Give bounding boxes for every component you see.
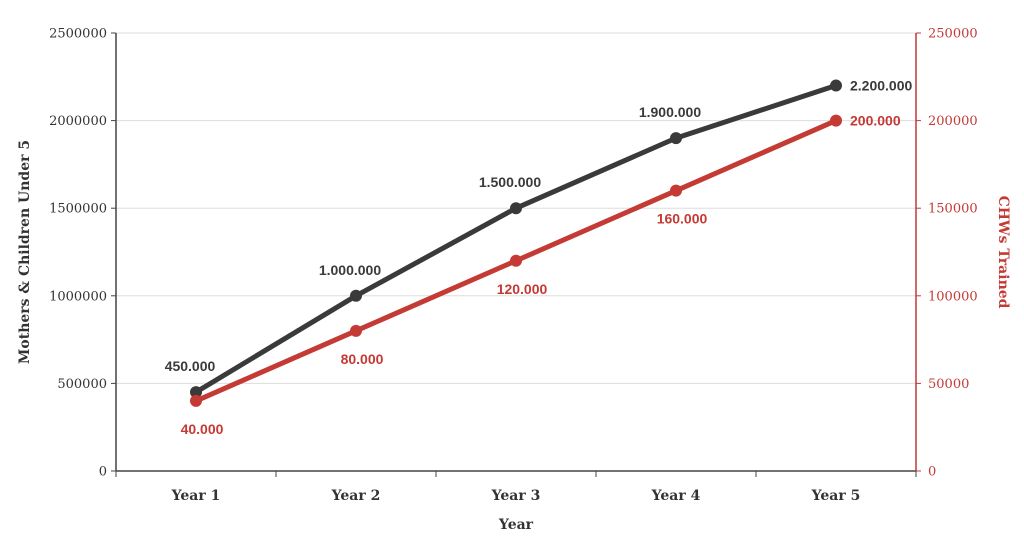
right-axis-ticks: 0 50000 100000 150000 200000 250000 [916, 27, 978, 480]
series-point [510, 254, 522, 267]
series-point [350, 324, 362, 337]
left-tick-label: 2500000 [49, 27, 107, 42]
x-category-label: Year 5 [811, 488, 861, 504]
x-category-label: Year 4 [651, 488, 701, 504]
right-tick-label: 50000 [928, 377, 969, 392]
right-tick-label: 0 [928, 465, 936, 480]
data-label: 200.000 [850, 113, 901, 129]
x-category-label: Year 1 [171, 488, 221, 504]
series-point [670, 184, 682, 197]
data-labels: 450.000 1.000.000 1.500.000 1.900.000 2.200.… [165, 78, 913, 437]
series-point [670, 132, 682, 145]
left-tick-label: 1000000 [49, 289, 107, 304]
right-tick-label: 200000 [928, 114, 978, 129]
right-axis-title: CHWs Trained [995, 196, 1011, 309]
left-tick-label: 1500000 [49, 202, 107, 217]
data-label: 1.900.000 [639, 104, 701, 120]
right-tick-label: 250000 [928, 27, 978, 42]
data-label: 2.200.000 [850, 78, 912, 94]
x-axis-ticks: Year 1 Year 2 Year 3 Year 4 Year 5 [115, 471, 917, 504]
x-axis-title: Year [498, 517, 534, 533]
series-point [830, 79, 842, 92]
data-label: 160.000 [657, 211, 708, 227]
data-label: 1.500.000 [479, 174, 541, 190]
left-tick-label: 500000 [57, 377, 107, 392]
left-tick-label: 0 [99, 465, 107, 480]
series-point [510, 202, 522, 215]
data-label: 1.000.000 [319, 262, 381, 278]
series-point [190, 394, 202, 407]
axes [115, 33, 917, 472]
data-label: 40.000 [181, 421, 224, 437]
data-label: 450.000 [165, 358, 216, 374]
right-tick-label: 150000 [928, 202, 978, 217]
x-category-label: Year 3 [491, 488, 541, 504]
x-category-label: Year 2 [331, 488, 381, 504]
series-point [830, 114, 842, 127]
series-layer [190, 79, 842, 407]
data-label: 80.000 [341, 351, 384, 367]
series-point [190, 386, 202, 399]
right-tick-label: 100000 [928, 289, 978, 304]
series-point [350, 289, 362, 302]
left-tick-label: 2000000 [49, 114, 107, 129]
data-label: 120.000 [497, 281, 548, 297]
left-axis-title: Mothers & Children Under 5 [17, 140, 33, 364]
series-line [193, 83, 839, 395]
left-axis-ticks: 0 500000 1000000 1500000 2000000 2500000 [49, 27, 116, 480]
